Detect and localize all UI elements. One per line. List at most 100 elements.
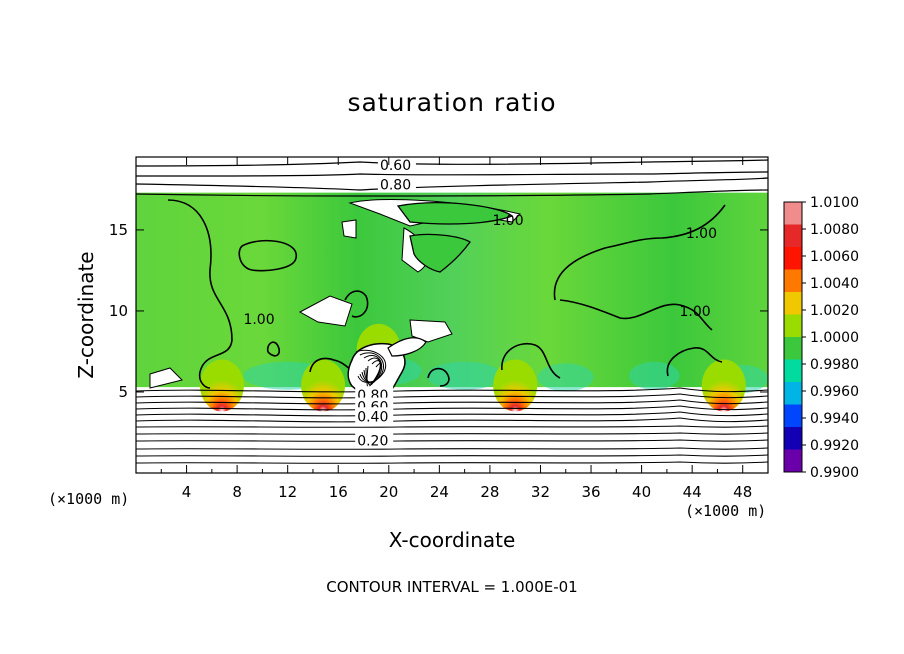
clear-air-patch <box>149 367 183 389</box>
x-tick-label: 40 <box>632 483 651 501</box>
cloud-core-contour <box>359 352 384 383</box>
colorbar-swatch <box>784 427 802 450</box>
cloud-region <box>396 202 514 225</box>
colorbar-tick-label: 0.9920 <box>810 438 859 454</box>
cloud-core-contour <box>355 349 387 383</box>
colorbar-swatch <box>784 292 802 315</box>
clear-air-patch <box>409 319 453 343</box>
colorbar-tick-label: 0.9940 <box>810 411 859 427</box>
contour-line-1.00 <box>427 367 450 387</box>
contour-line-lower <box>135 425 769 428</box>
contour-line-1.00 <box>666 347 723 377</box>
contour-line-1.00 <box>266 341 281 357</box>
x-tick-label: 24 <box>430 483 449 501</box>
colorbar-tick-label: 1.0100 <box>810 195 859 211</box>
cloud-core-contour <box>361 355 383 383</box>
contour-label: 0.20 <box>357 434 388 450</box>
colorbar-swatch <box>784 449 802 472</box>
contour-line-1.00 <box>344 290 369 318</box>
x-tick-label: 12 <box>278 483 297 501</box>
colorbar-tick-label: 0.9980 <box>810 357 859 373</box>
contour-line-1.00 <box>559 299 713 331</box>
contour-line-1.00 <box>501 343 561 379</box>
colorbar-swatch <box>784 247 802 270</box>
chart-title: saturation ratio <box>347 88 557 117</box>
colorbar-swatch <box>784 224 802 247</box>
contour-line-lower <box>135 405 769 411</box>
colorbar-swatch <box>784 382 802 405</box>
contour-line-lower <box>135 439 769 442</box>
contour-line-lower <box>135 432 769 435</box>
contour-label-bg <box>377 175 416 192</box>
colorbar-swatch <box>784 269 802 292</box>
plot-frame <box>135 156 769 474</box>
colorbar-tick-label: 1.0020 <box>810 303 859 319</box>
contour-label: 1.00 <box>243 312 274 328</box>
colorbar-tick-label: 1.0000 <box>810 330 859 346</box>
hotspot-mark <box>493 359 538 412</box>
y-tick-label: 15 <box>109 221 128 239</box>
clear-air-patch <box>341 219 357 239</box>
contour-label: 0.40 <box>357 409 388 425</box>
contour-line-lower <box>135 399 769 405</box>
contour-line-lower <box>135 461 769 464</box>
x-tick-label: 44 <box>683 483 702 501</box>
x-tick-label: 20 <box>379 483 398 501</box>
contour-interval-note: CONTOUR INTERVAL = 1.000E-01 <box>326 578 578 596</box>
contour-label: 1.00 <box>680 304 711 320</box>
x-tick-label: 28 <box>480 483 499 501</box>
colorbar-tick-label: 1.0060 <box>810 249 859 265</box>
hotspot-mark <box>301 359 346 412</box>
colorbar-swatch <box>784 404 802 427</box>
contour-label: 0.80 <box>380 178 411 194</box>
contour-label-bg <box>355 431 394 448</box>
colorbar-tick-label: 0.9900 <box>810 465 859 481</box>
saturated-field <box>136 192 768 388</box>
contour-line-lower <box>135 447 769 450</box>
x-tick-label: 36 <box>581 483 600 501</box>
contour-line-lower <box>135 417 769 423</box>
cloud-core-contour <box>363 357 382 384</box>
contour-line-upper <box>135 189 769 197</box>
cyan-patch <box>628 361 680 390</box>
colorbar-tick-label: 1.0040 <box>810 276 859 292</box>
contour-line-1.00 <box>238 239 297 272</box>
colorbar-swatch <box>784 359 802 382</box>
hotspot-mark <box>199 359 244 412</box>
contour-line-upper <box>135 159 769 167</box>
contour-line-lower <box>135 411 769 417</box>
x-tick-label: 16 <box>329 483 348 501</box>
cyan-patch <box>426 361 503 390</box>
y-tick-label: 5 <box>118 383 128 401</box>
contour-label-bg <box>355 407 394 424</box>
contour-label: 0.60 <box>380 158 411 174</box>
contour-line-lower <box>135 393 769 399</box>
x-tick-label: 32 <box>531 483 550 501</box>
clear-air-patch <box>298 295 353 327</box>
colorbar-swatch <box>784 202 802 225</box>
cloud-core <box>387 337 427 357</box>
x-tick-label: 8 <box>232 483 242 501</box>
contour-line-lower <box>135 387 769 393</box>
colorbar-tick-label: 0.9960 <box>810 384 859 400</box>
y-tick-label: 10 <box>109 302 128 320</box>
y-axis-title: Z-coordinate <box>74 251 98 378</box>
cloud-core <box>347 342 406 398</box>
x-unit-label-right: (×1000 m) <box>685 502 767 520</box>
contour-label-bg <box>377 156 416 173</box>
contour-line-lower <box>135 454 769 457</box>
x-tick-label: 4 <box>182 483 192 501</box>
cloud-core-contour <box>365 360 381 386</box>
contour-line-upper <box>135 177 769 191</box>
hotspot-mark <box>701 359 746 412</box>
contour-label: 1.00 <box>492 213 523 229</box>
contour-line-1.00 <box>553 204 726 301</box>
contour-label: 1.00 <box>686 226 717 242</box>
cyan-patch <box>537 363 594 392</box>
x-tick-label: 48 <box>733 483 752 501</box>
cloud-region <box>409 233 471 273</box>
contour-line-upper <box>135 171 769 177</box>
contour-line-1.00 <box>167 199 233 389</box>
x-unit-label: (×1000 m) <box>48 490 130 508</box>
